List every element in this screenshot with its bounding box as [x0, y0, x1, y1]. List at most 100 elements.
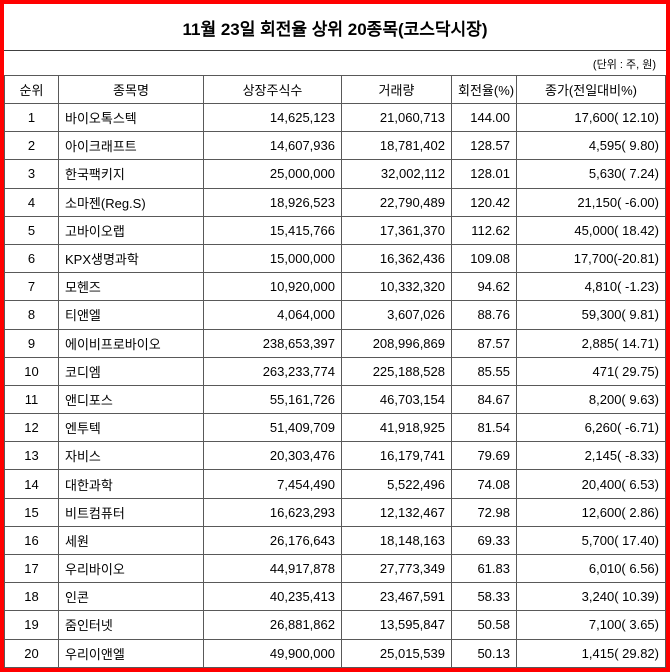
table-row: 13 자비스 20,303,476 16,179,741 79.69 2,145( -8.…: [4, 441, 666, 471]
shares-cell: 40,235,413: [203, 582, 342, 612]
name-cell: 인콘: [58, 582, 204, 612]
name-cell: 티앤엘: [58, 300, 204, 330]
turnover-cell: 74.08: [451, 469, 517, 499]
turnover-cell: 94.62: [451, 272, 517, 302]
turnover-cell: 120.42: [451, 187, 517, 217]
table-header-row: 순위 종목명 상장주식수 거래량 회전율(%) 종가(전일대비%): [4, 75, 666, 104]
unit-note: (단위 : 주, 원): [592, 59, 656, 71]
volume-cell: 13,595,847: [341, 610, 452, 640]
col-header-rank: 순위: [4, 75, 59, 104]
turnover-cell: 81.54: [451, 413, 517, 443]
name-cell: 아이크래프트: [58, 131, 204, 161]
rank-cell: 6: [4, 243, 59, 274]
volume-cell: 10,332,320: [341, 272, 452, 302]
table-body: 1 바이오톡스텍 14,625,123 21,060,713 144.00 17,600(…: [4, 102, 666, 668]
rank-cell: 10: [4, 356, 59, 386]
turnover-cell: 87.57: [451, 328, 517, 358]
table-row: 17 우리바이오 44,917,878 27,773,349 61.83 6,010( 6…: [4, 553, 666, 584]
name-cell: 세원: [58, 525, 204, 556]
table-row: 8 티앤엘 4,064,000 3,607,026 88.76 59,300( 9.81): [4, 300, 666, 330]
name-cell: 자비스: [58, 441, 204, 471]
table-row: 15 비트컴퓨터 16,623,293 12,132,467 72.98 12,600( …: [4, 497, 666, 527]
close-cell: 7,100( 3.65): [516, 610, 666, 640]
close-cell: 12,600( 2.86): [516, 497, 666, 527]
name-cell: 엔투텍: [58, 413, 204, 443]
rank-cell: 5: [4, 215, 59, 245]
col-header-volume: 거래량: [341, 75, 452, 104]
name-cell: 앤디포스: [58, 384, 204, 415]
rank-cell: 1: [4, 102, 59, 133]
turnover-cell: 61.83: [451, 553, 517, 584]
shares-cell: 25,000,000: [203, 159, 342, 189]
volume-cell: 16,362,436: [341, 243, 452, 274]
close-cell: 8,200( 9.63): [516, 384, 666, 415]
shares-cell: 263,233,774: [203, 356, 342, 386]
turnover-cell: 58.33: [451, 582, 517, 612]
volume-cell: 18,781,402: [341, 131, 452, 161]
rank-cell: 19: [4, 610, 59, 640]
turnover-cell: 85.55: [451, 356, 517, 386]
rank-cell: 14: [4, 469, 59, 499]
table-row: 3 한국팩키지 25,000,000 32,002,112 128.01 5,630( 7…: [4, 159, 666, 189]
table-row: 4 소마젠(Reg.S) 18,926,523 22,790,489 120.42 21,…: [4, 187, 666, 217]
name-cell: 에이비프로바이오: [58, 328, 204, 358]
rank-cell: 12: [4, 413, 59, 443]
close-cell: 2,885( 14.71): [516, 328, 666, 358]
name-cell: 우리바이오: [58, 553, 204, 584]
table-row: 16 세원 26,176,643 18,148,163 69.33 5,700( 17.4…: [4, 525, 666, 556]
page-title: 11월 23일 회전율 상위 20종목(코스닥시장): [4, 4, 666, 51]
volume-cell: 25,015,539: [341, 638, 452, 668]
rank-cell: 7: [4, 272, 59, 302]
table-row: 6 KPX생명과학 15,000,000 16,362,436 109.08 17,700…: [4, 243, 666, 274]
col-header-name: 종목명: [58, 75, 204, 104]
rank-cell: 4: [4, 187, 59, 217]
turnover-cell: 112.62: [451, 215, 517, 245]
rank-cell: 15: [4, 497, 59, 527]
rank-cell: 2: [4, 131, 59, 161]
table-row: 1 바이오톡스텍 14,625,123 21,060,713 144.00 17,600(…: [4, 102, 666, 133]
volume-cell: 12,132,467: [341, 497, 452, 527]
volume-cell: 41,918,925: [341, 413, 452, 443]
shares-cell: 20,303,476: [203, 441, 342, 471]
close-cell: 17,600( 12.10): [516, 102, 666, 133]
rank-cell: 11: [4, 384, 59, 415]
col-header-close: 종가(전일대비%): [516, 75, 666, 104]
close-cell: 3,240( 10.39): [516, 582, 666, 612]
rank-cell: 16: [4, 525, 59, 556]
shares-cell: 26,881,862: [203, 610, 342, 640]
name-cell: 한국팩키지: [58, 159, 204, 189]
volume-cell: 46,703,154: [341, 384, 452, 415]
close-cell: 20,400( 6.53): [516, 469, 666, 499]
shares-cell: 18,926,523: [203, 187, 342, 217]
close-cell: 6,010( 6.56): [516, 553, 666, 584]
close-cell: 2,145( -8.33): [516, 441, 666, 471]
close-cell: 4,595( 9.80): [516, 131, 666, 161]
close-cell: 21,150( -6.00): [516, 187, 666, 217]
volume-cell: 18,148,163: [341, 525, 452, 556]
table-row: 5 고바이오랩 15,415,766 17,361,370 112.62 45,000( …: [4, 215, 666, 245]
rank-cell: 20: [4, 638, 59, 668]
volume-cell: 27,773,349: [341, 553, 452, 584]
table-row: 19 줌인터넷 26,881,862 13,595,847 50.58 7,100( 3.…: [4, 610, 666, 640]
turnover-cell: 128.01: [451, 159, 517, 189]
shares-cell: 15,415,766: [203, 215, 342, 245]
col-header-shares: 상장주식수: [203, 75, 342, 104]
shares-cell: 14,625,123: [203, 102, 342, 133]
table-row: 2 아이크래프트 14,607,936 18,781,402 128.57 4,595( …: [4, 131, 666, 161]
col-header-turnover: 회전율(%): [451, 75, 517, 104]
name-cell: 고바이오랩: [58, 215, 204, 245]
turnover-cell: 79.69: [451, 441, 517, 471]
volume-cell: 32,002,112: [341, 159, 452, 189]
turnover-cell: 109.08: [451, 243, 517, 274]
turnover-table: 순위 종목명 상장주식수 거래량 회전율(%) 종가(전일대비%) 1 바이오톡스…: [4, 75, 666, 668]
shares-cell: 49,900,000: [203, 638, 342, 668]
volume-cell: 208,996,869: [341, 328, 452, 358]
volume-cell: 22,790,489: [341, 187, 452, 217]
shares-cell: 7,454,490: [203, 469, 342, 499]
rank-cell: 9: [4, 328, 59, 358]
close-cell: 45,000( 18.42): [516, 215, 666, 245]
name-cell: 줌인터넷: [58, 610, 204, 640]
volume-cell: 3,607,026: [341, 300, 452, 330]
close-cell: 4,810( -1.23): [516, 272, 666, 302]
turnover-cell: 84.67: [451, 384, 517, 415]
